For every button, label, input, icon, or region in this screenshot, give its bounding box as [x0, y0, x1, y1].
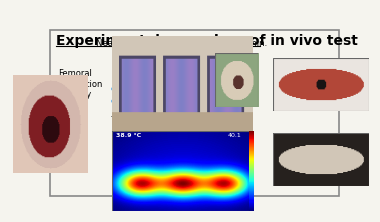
Text: Femoral
Implantation
surgery: Femoral Implantation surgery: [49, 69, 102, 99]
Text: Thermal Imaging Camera Images: Thermal Imaging Camera Images: [111, 116, 252, 125]
Text: 38.9 °C: 38.9 °C: [116, 133, 142, 138]
Text: Animal sacrifice
and femur
extraction after
2 and 6 weeks: Animal sacrifice and femur extraction af…: [276, 61, 340, 101]
Text: 40.1: 40.1: [227, 133, 241, 138]
Text: Experimental procedure of in vivo test: Experimental procedure of in vivo test: [56, 34, 358, 48]
FancyBboxPatch shape: [51, 30, 339, 196]
Text: Near IR (850 nm) irradiation for 15 min.: Near IR (850 nm) irradiation for 15 min.: [96, 39, 267, 48]
